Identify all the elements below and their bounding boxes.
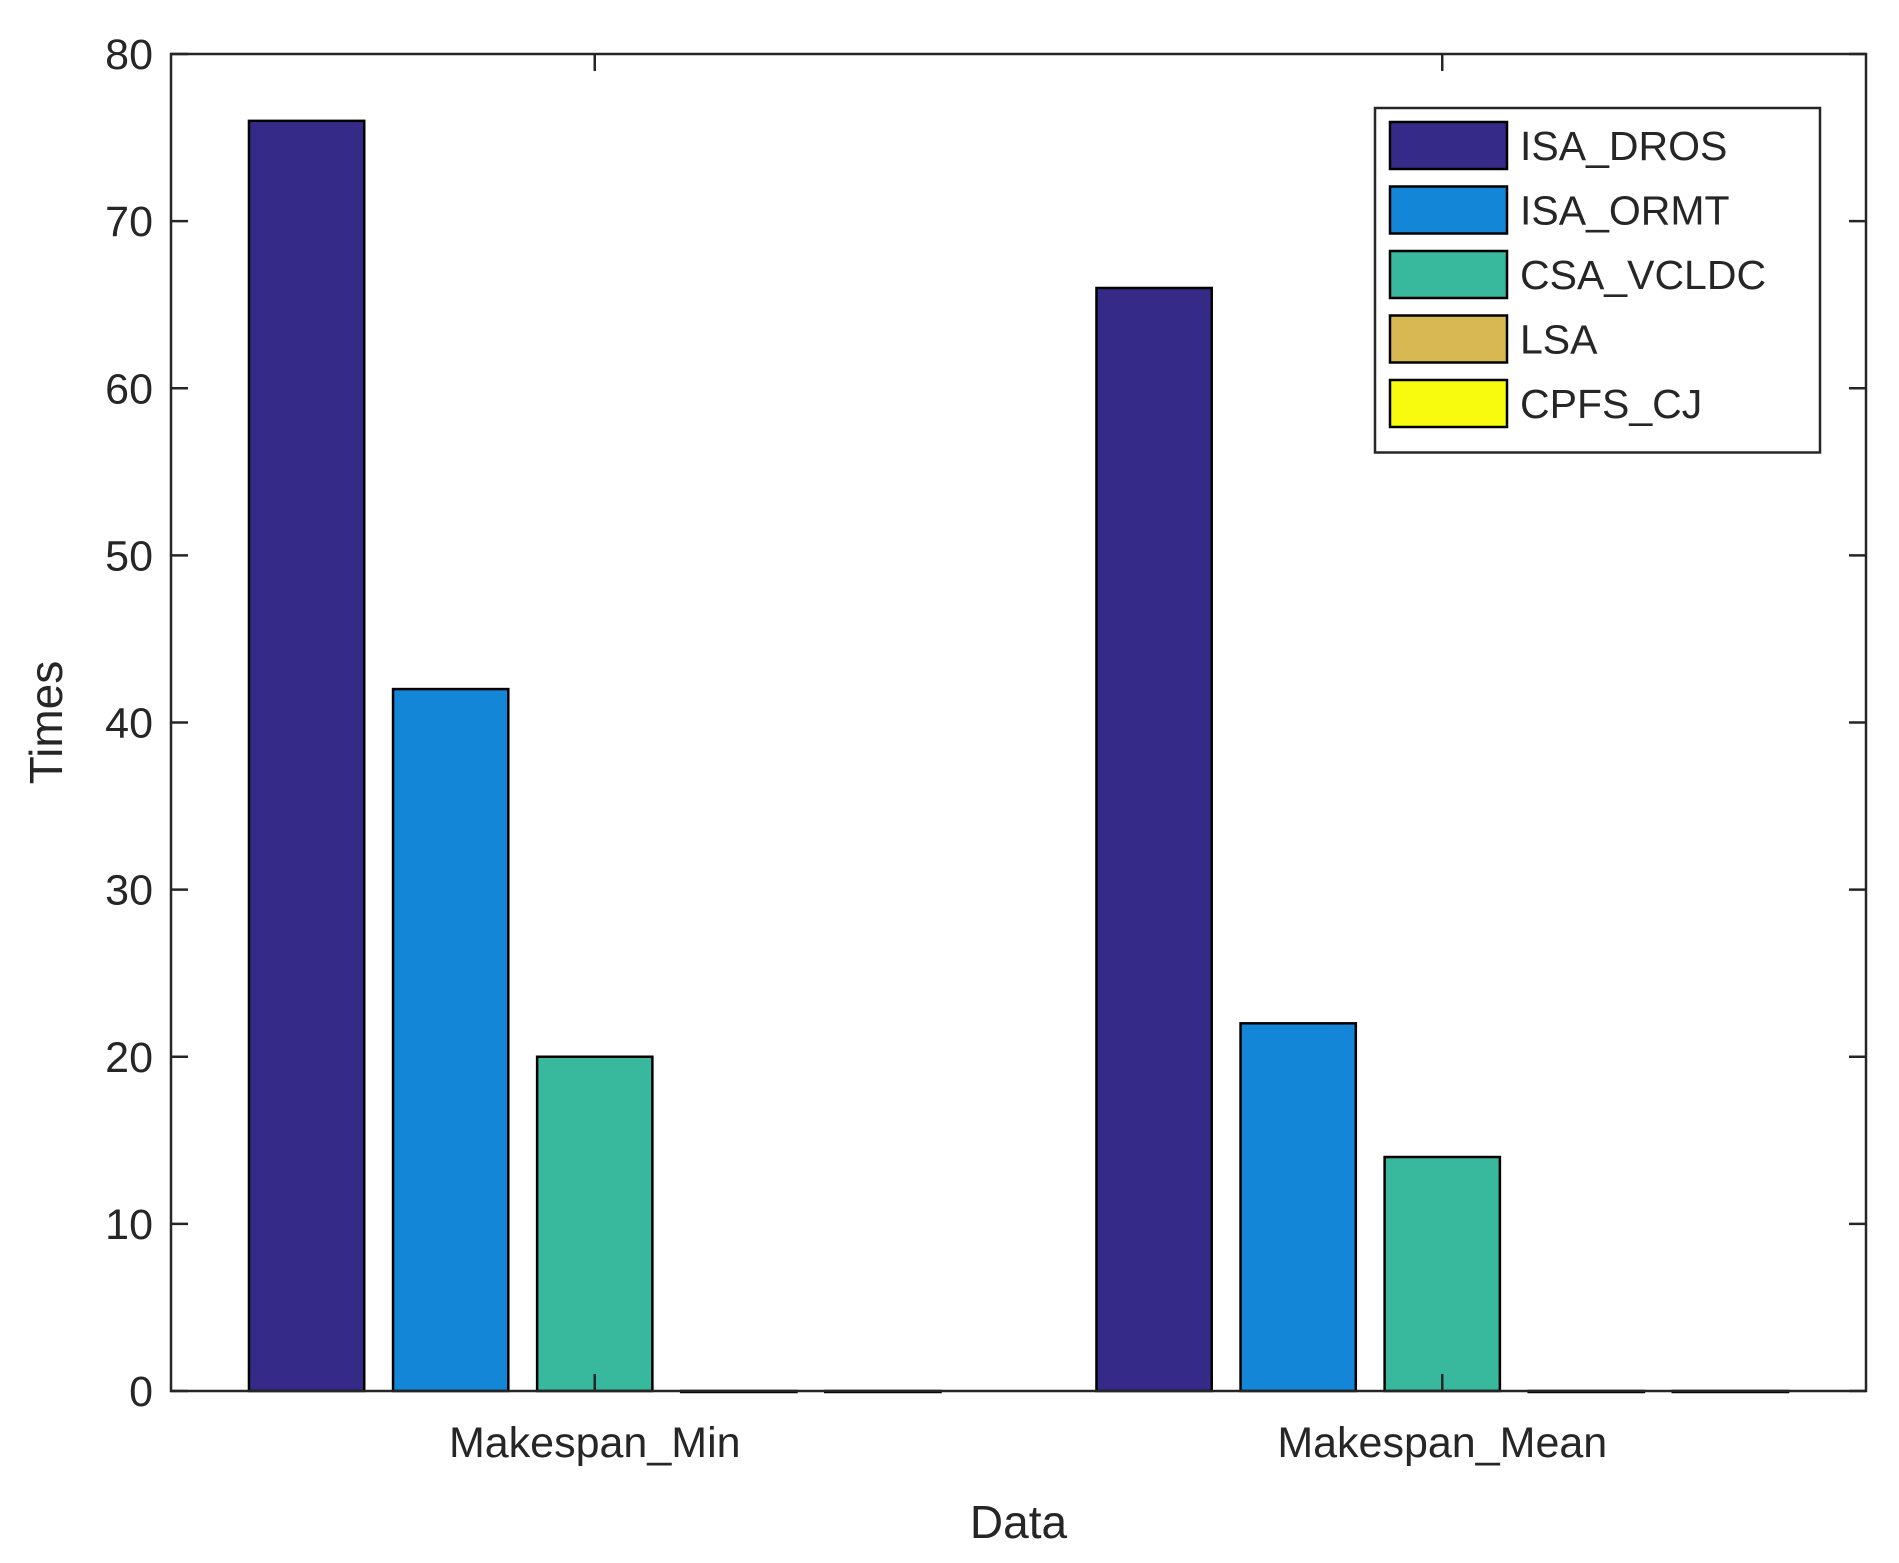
y-tick-label: 20 bbox=[105, 1034, 153, 1082]
bars-group bbox=[247, 119, 1790, 1394]
y-axis-label: Times bbox=[20, 661, 72, 785]
y-tick-label: 80 bbox=[105, 31, 153, 79]
x-tick-label: Makespan_Min bbox=[449, 1419, 741, 1467]
legend-label-isa_dros: ISA_DROS bbox=[1520, 123, 1727, 169]
x-axis-label: Data bbox=[970, 1496, 1068, 1548]
bar-isa_ormt-makespan_mean bbox=[1239, 1022, 1358, 1393]
y-ticks-group: 0 10 20 30 40 50 60 70 80 bbox=[105, 31, 1866, 1416]
legend-label-csa_vcldc: CSA_VCLDC bbox=[1520, 252, 1766, 298]
bar-isa_ormt-makespan_min bbox=[391, 687, 510, 1393]
y-tick-label: 40 bbox=[105, 700, 153, 748]
legend: ISA_DROS ISA_ORMT CSA_VCLDC LSA CPFS_CJ bbox=[1373, 106, 1822, 454]
x-tick-label: Makespan_Mean bbox=[1277, 1419, 1607, 1467]
y-tick-label: 60 bbox=[105, 365, 153, 413]
x-ticks-group: Makespan_Min Makespan_Mean bbox=[449, 54, 1607, 1467]
y-tick-label: 70 bbox=[105, 198, 153, 246]
legend-swatch-csa_vcldc bbox=[1388, 249, 1509, 300]
legend-swatch-lsa bbox=[1388, 314, 1509, 364]
legend-swatch-isa_dros bbox=[1388, 120, 1509, 171]
legend-label-cpfs_cj: CPFS_CJ bbox=[1520, 381, 1702, 427]
y-tick-label: 50 bbox=[105, 532, 153, 580]
legend-label-lsa: LSA bbox=[1520, 317, 1598, 363]
legend-label-isa_ormt: ISA_ORMT bbox=[1520, 188, 1730, 234]
legend-swatch-cpfs_cj bbox=[1388, 378, 1509, 429]
bar-csa_vcldc-makespan_min bbox=[535, 1055, 654, 1393]
bar-csa_vcldc-makespan_mean bbox=[1383, 1155, 1502, 1393]
y-tick-label: 0 bbox=[129, 1368, 153, 1416]
bar-isa_dros-makespan_mean bbox=[1095, 286, 1213, 1393]
y-tick-label: 30 bbox=[105, 867, 153, 915]
bar-isa_dros-makespan_min bbox=[247, 119, 366, 1393]
legend-swatch-isa_ormt bbox=[1388, 185, 1509, 235]
y-tick-label: 10 bbox=[105, 1201, 153, 1249]
